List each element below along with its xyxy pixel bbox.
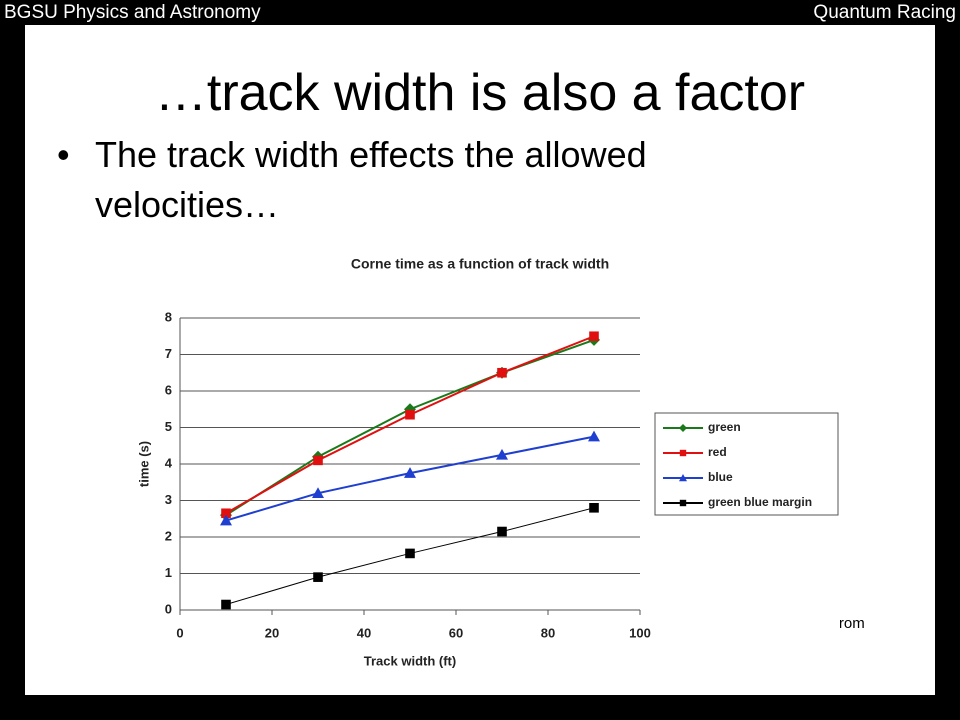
marker <box>679 474 687 482</box>
marker <box>404 467 416 478</box>
y-tick-label: 0 <box>165 601 172 616</box>
marker <box>221 599 231 610</box>
x-tick-label: 40 <box>357 625 371 640</box>
y-tick-label: 1 <box>165 565 172 580</box>
marker <box>679 424 687 432</box>
legend-label: green <box>708 420 741 434</box>
y-axis-label: time (s) <box>136 441 151 487</box>
marker <box>497 526 507 537</box>
x-axis-label: Track width (ft) <box>364 653 456 668</box>
marker <box>221 508 231 519</box>
x-tick-label: 20 <box>265 625 279 640</box>
y-tick-label: 6 <box>165 382 172 397</box>
marker <box>588 430 600 442</box>
marker <box>589 331 599 342</box>
marker <box>679 449 687 457</box>
marker <box>496 448 508 460</box>
marker <box>313 455 323 466</box>
marker <box>405 548 415 559</box>
marker <box>497 367 507 378</box>
legend-label: green blue margin <box>708 495 812 509</box>
header-left: BGSU Physics and Astronomy <box>4 2 261 23</box>
x-tick-label: 60 <box>449 625 463 640</box>
x-tick-label: 0 <box>176 625 183 640</box>
x-tick-label: 80 <box>541 625 555 640</box>
bullet: The track width effects the allowed velo… <box>57 130 775 230</box>
legend-box <box>654 412 839 516</box>
y-tick-label: 2 <box>165 528 172 543</box>
slide-title: …track width is also a factor <box>154 64 806 122</box>
y-tick-label: 7 <box>165 346 172 361</box>
y-tick-label: 5 <box>165 419 172 434</box>
y-tick-label: 3 <box>165 492 172 507</box>
marker <box>312 487 324 498</box>
marker <box>679 499 687 507</box>
legend-label: blue <box>708 470 733 484</box>
legend-label: red <box>708 445 727 459</box>
marker <box>313 572 323 582</box>
marker <box>589 503 599 513</box>
marker <box>405 409 415 420</box>
y-tick-label: 8 <box>165 309 172 324</box>
marker <box>220 514 232 526</box>
x-tick-label: 100 <box>629 625 651 640</box>
chart-title: Corne time as a function of track width <box>351 256 609 272</box>
header-right: Quantum Racing <box>813 2 956 23</box>
y-tick-label: 4 <box>165 455 173 470</box>
